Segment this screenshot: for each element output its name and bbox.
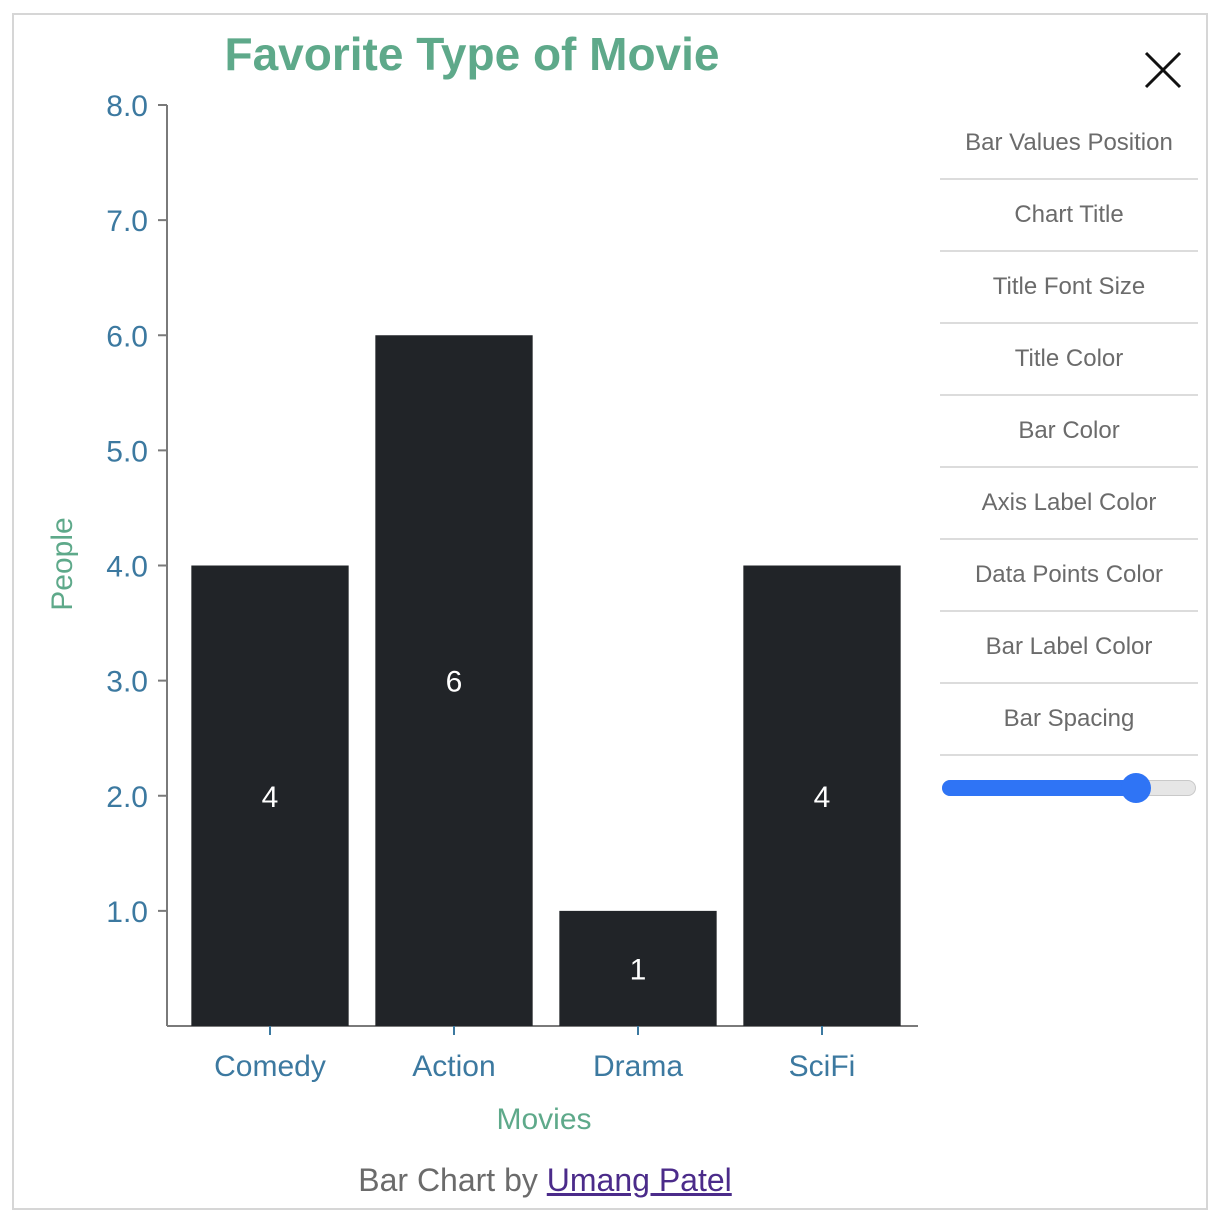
author-link[interactable]: Umang Patel [546,1162,732,1198]
bars: 4 6 1 4 [191,335,901,1026]
chart-title: Favorite Type of Movie [224,28,719,80]
x-tick-label: Drama [593,1050,683,1083]
chart-settings-menu: Bar Values Position Chart Title Title Fo… [940,108,1198,756]
menu-item-data-points-color[interactable]: Data Points Color [940,540,1198,612]
menu-item-bar-color[interactable]: Bar Color [940,396,1198,468]
bar-spacing-slider[interactable] [940,772,1198,804]
menu-item-bar-label-color[interactable]: Bar Label Color [940,612,1198,684]
bar [191,565,349,1026]
x-tick-label: Action [412,1050,495,1083]
x-tick-label: Comedy [214,1050,326,1083]
bar-value-label: 4 [814,781,831,814]
x-axis: Comedy Action Drama SciFi [167,1025,918,1083]
menu-item-title-font-size[interactable]: Title Font Size [940,252,1198,324]
y-tick-label: 2.0 [106,781,148,814]
y-tick-label: 6.0 [106,320,148,353]
menu-item-bar-values-position[interactable]: Bar Values Position [940,108,1198,180]
menu-item-bar-spacing[interactable]: Bar Spacing [940,684,1198,756]
y-tick-label: 8.0 [106,90,148,123]
bar-chart: Favorite Type of Movie 1.0 2.0 3.0 4.0 5.0 6.… [46,28,918,1136]
slider-thumb[interactable] [1121,773,1152,803]
slider-fill [942,780,1137,796]
bar [375,335,533,1026]
menu-item-chart-title[interactable]: Chart Title [940,180,1198,252]
bar [743,565,901,1026]
bar-value-label: 6 [446,666,463,699]
footer-prefix: Bar Chart by [358,1162,547,1198]
x-axis-label: Movies [496,1103,591,1136]
y-tick-label: 4.0 [106,551,148,584]
y-tick-label: 7.0 [106,205,148,238]
y-axis: 1.0 2.0 3.0 4.0 5.0 6.0 7.0 8.0 [106,90,168,1026]
y-tick-label: 3.0 [106,666,148,699]
y-axis-label: People [46,517,79,610]
bar-value-label: 4 [262,781,279,814]
bar [559,910,717,1026]
x-tick-label: SciFi [789,1050,856,1083]
y-tick-label: 1.0 [106,896,148,929]
bar-value-label: 1 [630,953,647,986]
y-tick-label: 5.0 [106,435,148,468]
menu-item-axis-label-color[interactable]: Axis Label Color [940,468,1198,540]
menu-item-title-color[interactable]: Title Color [940,324,1198,396]
footer-credit: Bar Chart by Umang Patel [0,1162,1090,1199]
close-icon [1144,51,1182,89]
close-button[interactable] [1138,45,1188,95]
